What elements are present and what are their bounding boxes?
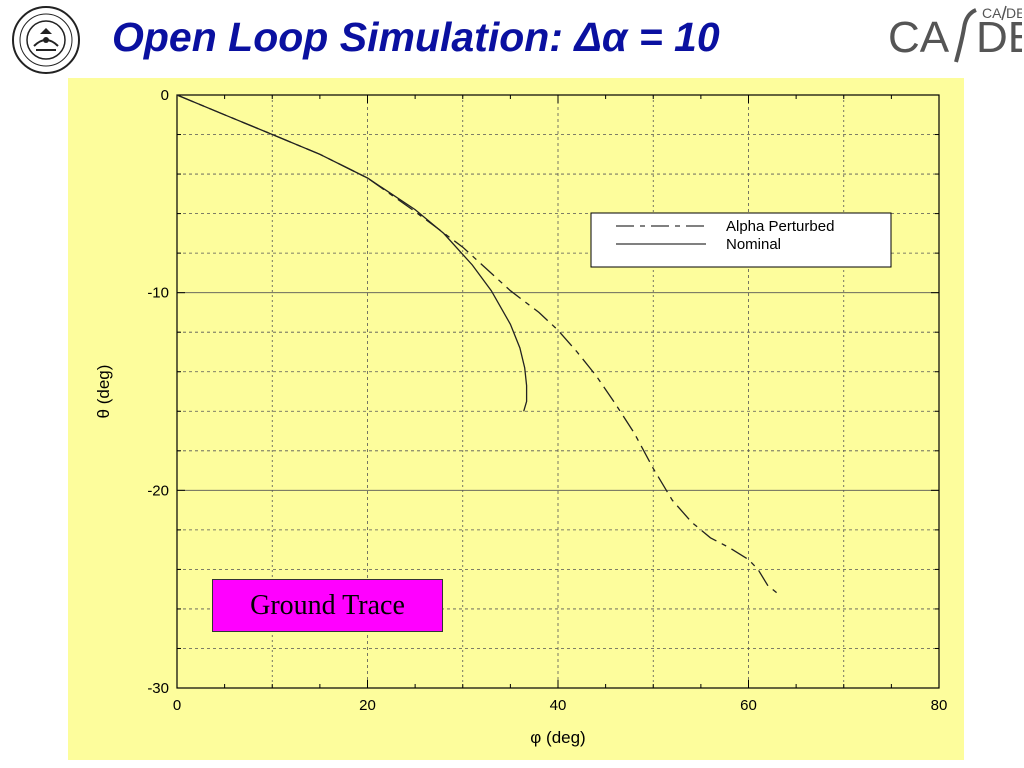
axis-ticks: 0 20 40 60 80 0 -10 -20 -30: [147, 87, 947, 714]
chart-panel: 0 20 40 60 80 0 -10 -20 -30 φ (deg) θ (deg) Alph…: [68, 78, 964, 760]
x-tick-label: 80: [931, 697, 948, 714]
series-line-nominal: [176, 94, 528, 412]
y-axis-label: θ (deg): [94, 365, 113, 419]
legend-box: [590, 212, 892, 268]
y-tick-label: -10: [147, 285, 169, 302]
y-tick-label: -30: [147, 680, 169, 697]
y-tick-label: -20: [147, 482, 169, 499]
cade-logo: CA DE CA DE: [884, 0, 1024, 70]
ground-trace-label: Ground Trace: [212, 579, 443, 632]
series: [176, 94, 783, 596]
trajectory-chart: 0 20 40 60 80 0 -10 -20 -30 φ (deg) θ (deg) Alph…: [94, 87, 947, 747]
x-tick-label: 0: [173, 697, 181, 714]
y-tick-label: 0: [161, 87, 169, 104]
x-tick-label: 40: [550, 697, 567, 714]
legend-label-nominal: Nominal: [726, 236, 781, 253]
svg-text:CA: CA: [982, 5, 1002, 21]
x-tick-label: 20: [359, 697, 376, 714]
legend: Alpha Perturbed Nominal: [590, 212, 892, 268]
svg-text:DE: DE: [1006, 5, 1022, 21]
series-line-alpha-perturbed: [176, 94, 783, 596]
svg-text:CA: CA: [888, 13, 950, 62]
institute-logo: [6, 4, 86, 76]
legend-label-alpha-perturbed: Alpha Perturbed: [726, 218, 834, 235]
svg-text:DE: DE: [976, 13, 1022, 62]
x-axis-label: φ (deg): [530, 728, 585, 747]
x-tick-label: 60: [740, 697, 757, 714]
slide-title: Open Loop Simulation: Δα = 10: [112, 14, 720, 60]
